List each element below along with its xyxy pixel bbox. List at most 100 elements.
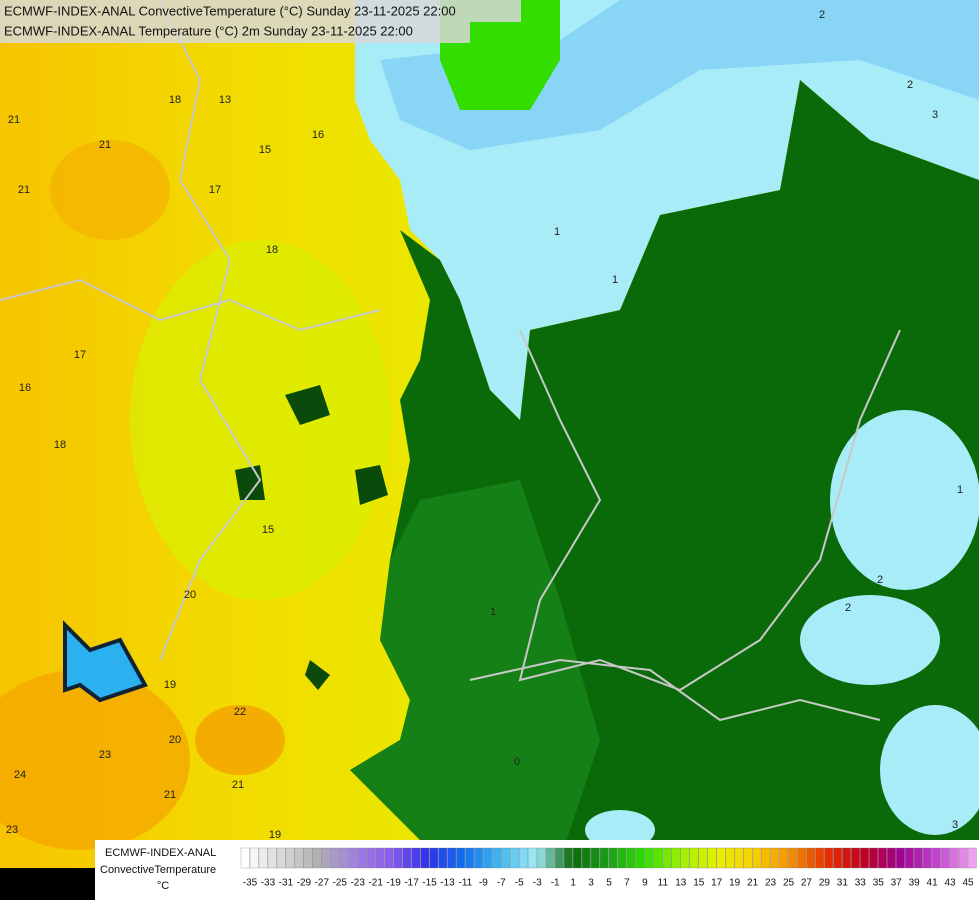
corner <box>0 868 95 900</box>
cold-spot <box>63 620 148 703</box>
colorbar-swatch <box>626 847 636 869</box>
colorbar-tick-label: -29 <box>297 878 312 889</box>
colorbar-swatch <box>644 847 654 869</box>
colorbar-swatch <box>770 847 780 869</box>
contour-label: 16 <box>19 382 31 394</box>
colorbar-swatch <box>922 847 932 869</box>
colorbar-swatch <box>662 847 672 869</box>
contour-label: 3 <box>952 819 958 831</box>
colorbar-swatch <box>815 847 825 869</box>
contour-label: 16 <box>312 129 324 141</box>
contour-label: 17 <box>209 184 221 196</box>
legend-variable: ConvectiveTemperature <box>100 864 216 876</box>
colorbar-tick-label: 17 <box>711 878 723 889</box>
contour-label: 17 <box>74 349 86 361</box>
contour-label: 1 <box>554 226 560 238</box>
contour-label: 19 <box>164 679 176 691</box>
colorbar-swatch <box>761 847 771 869</box>
contour-label: 15 <box>259 144 271 156</box>
contour-label: 22 <box>234 706 246 718</box>
colorbar-tick-label: 25 <box>783 878 795 889</box>
cold-region <box>380 0 979 150</box>
colorbar-tick-label: -5 <box>515 878 524 889</box>
colorbar-swatch <box>581 847 591 869</box>
contour-label: 23 <box>99 749 111 761</box>
colorbar-swatch <box>249 847 259 869</box>
colorbar-swatch <box>537 847 546 869</box>
contour-label: 23 <box>6 824 18 836</box>
colorbar-tick-label: -31 <box>279 878 294 889</box>
colorbar-swatch <box>384 847 394 869</box>
colorbar-tick-label: -3 <box>533 878 542 889</box>
colorbar: -35 -33 -31 -29 -27 -25 -23 -21 -19 -17 -15 -13 -11-… <box>240 847 977 889</box>
border <box>518 329 901 692</box>
contour-label: 2 <box>845 602 851 614</box>
cold-patch <box>830 410 979 590</box>
borders <box>0 0 901 722</box>
colorbar-swatch <box>779 847 789 869</box>
colorbar-tick-label: 39 <box>909 878 921 889</box>
colorbar-swatch <box>267 847 277 869</box>
colorbar-tick-label: -21 <box>368 878 383 889</box>
colorbar-swatch <box>258 847 268 869</box>
colorbar-tick-label: 27 <box>801 878 813 889</box>
colorbar-swatch <box>788 847 798 869</box>
colorbar-swatch <box>456 847 466 869</box>
dark-spot <box>355 465 388 505</box>
colorbar-tick-label: 3 <box>588 878 594 889</box>
contour-label: 21 <box>164 789 176 801</box>
colorbar-swatch <box>420 847 430 869</box>
colorbar-swatch <box>276 847 286 869</box>
colorbar-tick-label: -15 <box>422 878 437 889</box>
lime-area <box>130 240 390 600</box>
colorbar-tick-label: 7 <box>624 878 630 889</box>
colorbar-swatch <box>285 847 295 869</box>
colorbar-tick-label: 11 <box>658 878 669 889</box>
colorbar-swatch <box>797 847 807 869</box>
border <box>469 658 881 722</box>
colorbar-swatch <box>716 847 726 869</box>
contour-label: 15 <box>262 524 274 536</box>
colorbar-tick-label: -9 <box>479 878 488 889</box>
colorbar-swatch <box>312 847 322 869</box>
colorbar-swatch <box>905 847 914 869</box>
colorbar-swatch <box>366 847 376 869</box>
colorbar-swatch <box>240 847 250 869</box>
header-line: ECMWF-INDEX-ANAL Temperature (°C) 2m Sun… <box>4 23 413 38</box>
colorbar-swatch <box>967 847 977 869</box>
contour-label: 1 <box>490 606 496 618</box>
colorbar-swatch <box>698 847 708 869</box>
contour-label: 18 <box>54 439 66 451</box>
colorbar-swatch <box>563 847 573 869</box>
contour-label: 2 <box>907 79 913 91</box>
contour-label: 24 <box>14 769 26 781</box>
legend-unit: °C <box>157 880 169 892</box>
contour-label: 20 <box>184 589 196 601</box>
contour-label: 18 <box>266 244 278 256</box>
colorbar-swatch <box>887 847 896 869</box>
header: ECMWF-INDEX-ANAL ConvectiveTemperature (… <box>0 0 521 43</box>
dark-spot <box>305 660 330 690</box>
colorbar-tick-label: -25 <box>333 878 348 889</box>
colorbar-tick-label: 37 <box>891 878 903 889</box>
colorbar-swatch <box>465 847 475 869</box>
colorbar-swatch <box>806 847 816 869</box>
colorbar-swatch <box>833 847 843 869</box>
colorbar-swatch <box>824 847 834 869</box>
colorbar-swatch <box>851 847 860 869</box>
cold-patch <box>880 705 979 835</box>
colorbar-tick-label: -33 <box>261 878 276 889</box>
colorbar-swatch <box>671 847 681 869</box>
colorbar-swatch <box>357 847 367 869</box>
colorbar-tick-label: 29 <box>819 878 831 889</box>
colorbar-tick-label: -17 <box>404 878 419 889</box>
colorbar-swatch <box>707 847 717 869</box>
contour-label: 18 <box>169 94 181 106</box>
colorbar-swatch <box>393 847 403 869</box>
colorbar-swatch <box>510 847 519 869</box>
colorbar-swatch <box>411 847 421 869</box>
legend-title: ECMWF-INDEX-ANAL <box>105 847 216 859</box>
colorbar-tick-label: 9 <box>642 878 648 889</box>
colorbar-tick-label: -11 <box>459 878 473 889</box>
